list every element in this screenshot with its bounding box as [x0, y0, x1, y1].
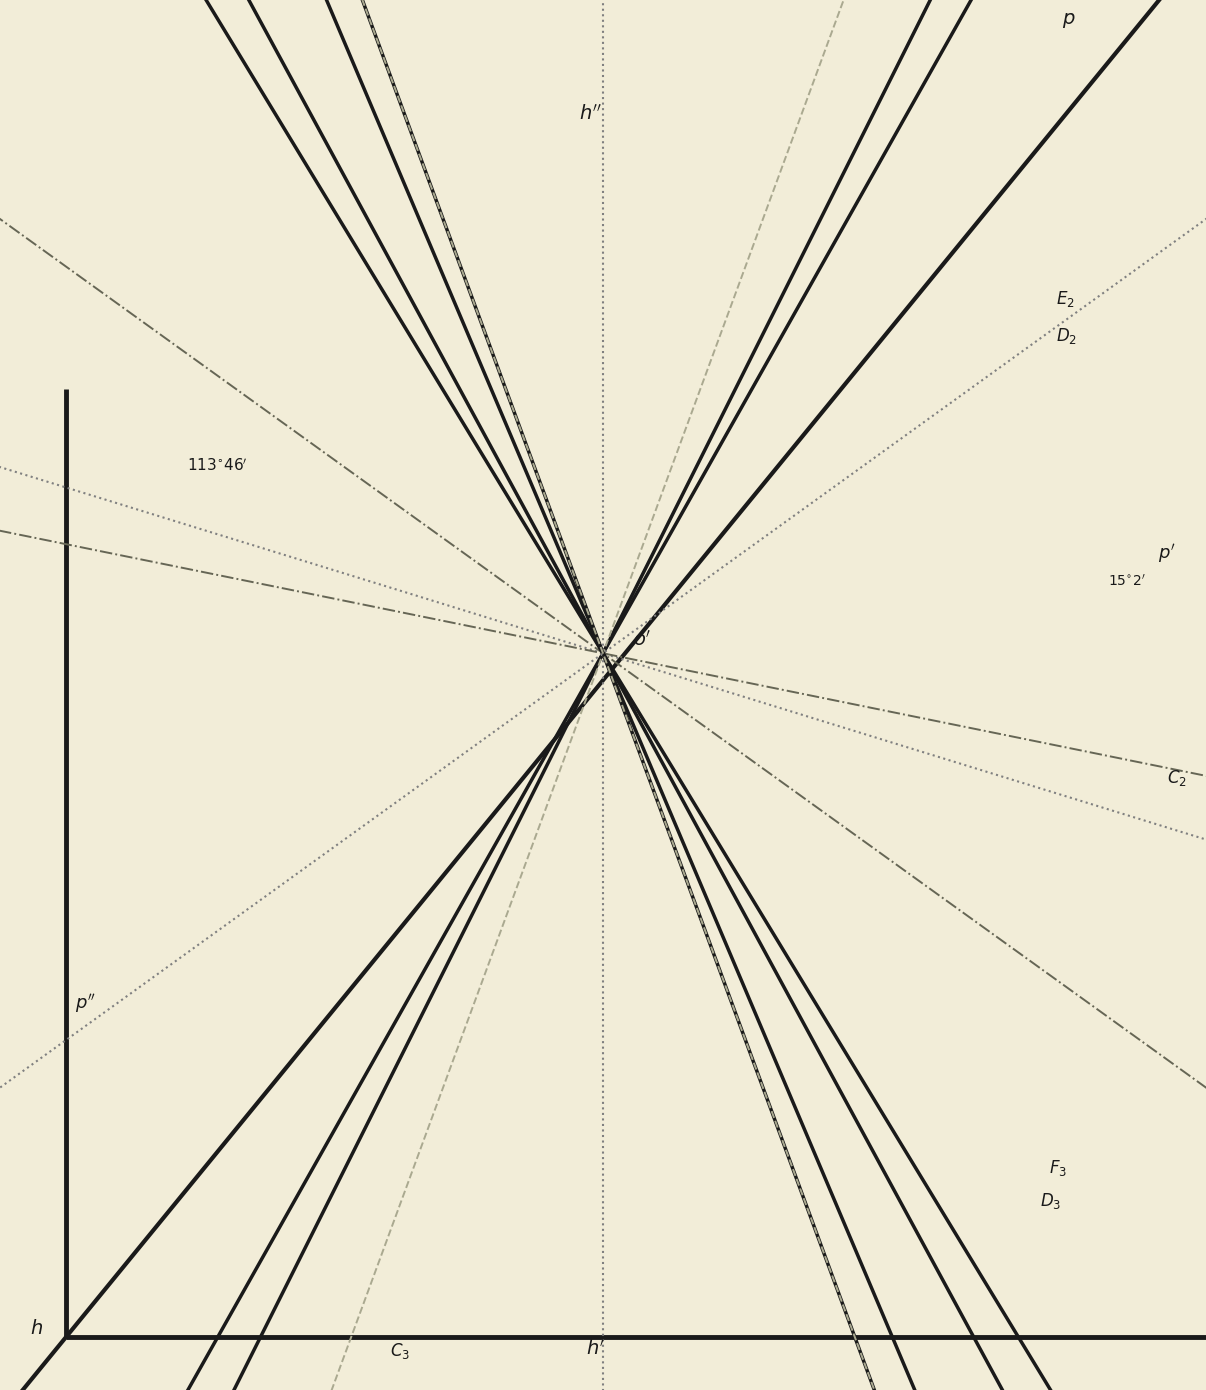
Text: $D_2$: $D_2$ [1056, 327, 1077, 346]
Text: $C_2$: $C_2$ [1167, 769, 1187, 788]
Text: $p''$: $p''$ [75, 992, 95, 1015]
Text: $o'$: $o'$ [633, 630, 651, 649]
Text: $p$: $p$ [1061, 11, 1076, 31]
Text: $E_2$: $E_2$ [1056, 289, 1076, 309]
Text: $15^{\circ}2'$: $15^{\circ}2'$ [1108, 574, 1146, 588]
Text: $C_3$: $C_3$ [391, 1341, 410, 1361]
Text: $F_3$: $F_3$ [1049, 1158, 1067, 1177]
Text: $D_3$: $D_3$ [1040, 1191, 1061, 1211]
Text: $113^{\circ}46'$: $113^{\circ}46'$ [187, 457, 247, 474]
Text: $h'$: $h'$ [586, 1339, 605, 1358]
Text: $h''$: $h''$ [579, 104, 603, 124]
Text: $p'$: $p'$ [1158, 542, 1176, 564]
Text: $h$: $h$ [30, 1319, 42, 1339]
